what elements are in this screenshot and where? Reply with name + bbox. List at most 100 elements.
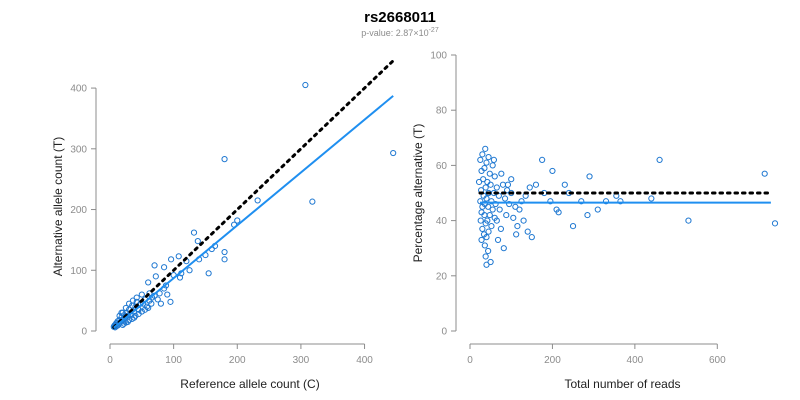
left-data-point bbox=[143, 303, 151, 310]
right-data-point bbox=[489, 162, 496, 169]
right-data-point bbox=[516, 206, 523, 213]
right-y-tick-label: 0 bbox=[441, 327, 447, 338]
right-data-point bbox=[483, 159, 490, 166]
left-y-tick-label: 300 bbox=[70, 144, 87, 155]
subtitle-base: 10 bbox=[419, 28, 429, 38]
left-x-tick-label: 300 bbox=[293, 355, 310, 366]
right-data-point bbox=[487, 258, 494, 266]
left-data-point bbox=[118, 309, 125, 316]
right-data-point bbox=[485, 228, 492, 235]
right-y-tick-label: 60 bbox=[436, 161, 448, 172]
right-data-point bbox=[478, 167, 485, 175]
left-data-point bbox=[309, 198, 316, 205]
left-data-point bbox=[122, 304, 130, 312]
right-data-point bbox=[771, 220, 779, 227]
right-data-point bbox=[479, 225, 486, 232]
right-data-point bbox=[510, 214, 517, 221]
right-y-tick-label: 40 bbox=[436, 216, 448, 227]
left-data-point bbox=[234, 217, 241, 224]
right-data-point bbox=[480, 176, 487, 183]
right-y-tick-label: 100 bbox=[430, 51, 447, 62]
right-data-point bbox=[602, 198, 610, 205]
right-data-point bbox=[479, 151, 486, 158]
right-x-tick-label: 600 bbox=[709, 355, 726, 366]
left-x-tick-label: 400 bbox=[356, 355, 373, 366]
right-data-point bbox=[481, 242, 488, 249]
left-data-point bbox=[145, 279, 152, 286]
right-data-point bbox=[586, 173, 593, 180]
right-data-point bbox=[497, 225, 505, 232]
right-data-point bbox=[528, 234, 535, 241]
left-data-point bbox=[154, 296, 161, 303]
right-data-point bbox=[496, 206, 503, 213]
right-data-point bbox=[481, 211, 488, 219]
right-data-point bbox=[483, 195, 490, 202]
right-data-point bbox=[685, 217, 692, 224]
left-data-point bbox=[160, 264, 168, 271]
right-data-point bbox=[578, 198, 585, 205]
right-data-point bbox=[483, 234, 490, 241]
right-data-point bbox=[485, 203, 492, 210]
right-data-point bbox=[477, 217, 484, 224]
right-data-point bbox=[482, 253, 489, 260]
right-data-point bbox=[594, 206, 601, 213]
right-y-tick-label: 80 bbox=[436, 106, 448, 117]
right-data-point bbox=[499, 181, 507, 188]
left-y-axis-title: Alternative allele count (T) bbox=[51, 137, 65, 276]
right-data-point bbox=[492, 200, 499, 208]
left-data-point bbox=[221, 256, 228, 263]
left-y-tick-label: 100 bbox=[70, 266, 87, 277]
right-data-point bbox=[506, 200, 513, 208]
right-data-point bbox=[656, 156, 663, 163]
right-data-point bbox=[549, 167, 556, 175]
right-data-point bbox=[501, 195, 509, 202]
right-data-point bbox=[514, 223, 521, 230]
right-data-point bbox=[485, 247, 492, 255]
subtitle-times: × bbox=[413, 28, 418, 38]
right-data-point bbox=[477, 156, 484, 163]
right-y-axis-title: Percentage alternative (T) bbox=[411, 124, 425, 263]
left-data-point bbox=[167, 256, 175, 263]
right-data-point bbox=[482, 220, 489, 227]
panel-percentage-alternative: 0 200 400 600 Total number of reads 0 20 40 60 80… bbox=[411, 51, 779, 391]
left-data-point bbox=[138, 291, 145, 298]
left-x-axis-title: Reference allele count (C) bbox=[180, 377, 319, 391]
right-data-point bbox=[482, 145, 489, 152]
left-data-point bbox=[119, 321, 126, 329]
right-data-point bbox=[648, 195, 655, 202]
left-data-point bbox=[390, 149, 397, 157]
left-data-point bbox=[176, 274, 184, 281]
left-y-tick-label: 200 bbox=[70, 205, 87, 216]
right-data-point bbox=[569, 223, 577, 230]
left-data-point bbox=[141, 306, 149, 313]
left-data-point bbox=[148, 300, 155, 307]
subtitle-prefix: p-value: 2.87 bbox=[361, 28, 413, 38]
right-data-point bbox=[484, 178, 491, 186]
right-data-point bbox=[488, 223, 495, 230]
left-fit-line bbox=[113, 95, 394, 329]
right-data-point bbox=[508, 176, 515, 183]
right-data-point bbox=[493, 184, 500, 191]
left-data-point bbox=[167, 298, 174, 305]
left-data-point bbox=[254, 197, 261, 204]
right-data-point bbox=[504, 181, 512, 188]
right-data-point bbox=[584, 211, 591, 219]
right-data-point bbox=[761, 170, 768, 177]
chart-title: rs2668011 bbox=[364, 9, 436, 26]
left-data-point bbox=[190, 229, 198, 236]
left-x-tick-label: 200 bbox=[229, 355, 246, 366]
right-data-point bbox=[503, 211, 510, 219]
left-y-tick-label: 400 bbox=[70, 84, 87, 95]
right-data-point bbox=[547, 198, 554, 205]
panel-allele-counts: 0 100 200 300 400 Reference allele count (C) 0… bbox=[51, 59, 397, 391]
right-data-point bbox=[485, 154, 492, 161]
right-data-point bbox=[488, 198, 495, 205]
left-x-tick-label: 100 bbox=[165, 355, 182, 366]
right-data-point bbox=[500, 245, 507, 252]
left-data-point bbox=[194, 238, 201, 245]
subtitle-exponent: -27 bbox=[429, 27, 439, 34]
left-data-point bbox=[125, 300, 133, 307]
right-x-axis-title: Total number of reads bbox=[564, 377, 680, 391]
left-data-point bbox=[186, 267, 193, 274]
